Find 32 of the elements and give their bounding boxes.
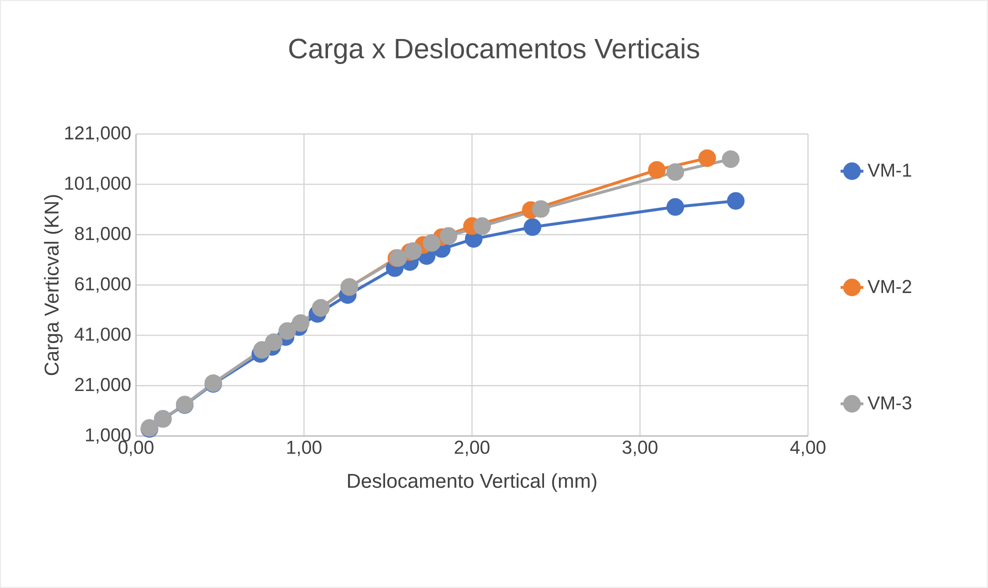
- legend-label: VM-3: [868, 396, 912, 410]
- chart-title: Carga x Deslocamentos Verticais: [289, 38, 700, 64]
- point: [278, 322, 296, 340]
- point: [722, 150, 740, 168]
- point: [532, 200, 550, 218]
- x-tick-label: 4,00: [790, 440, 826, 456]
- point: [666, 163, 684, 181]
- point: [264, 333, 283, 351]
- x-tick-label: 2,00: [454, 440, 490, 456]
- point: [292, 314, 310, 332]
- point: [648, 161, 666, 179]
- point: [253, 341, 271, 359]
- y-tick-label: 61,000: [75, 277, 131, 293]
- legend-label: VM-2: [868, 280, 912, 293]
- point: [524, 218, 542, 236]
- point: [440, 227, 458, 245]
- x-tick-label: 1,00: [287, 440, 322, 456]
- y-tick-label: 121,000: [65, 126, 131, 142]
- y-tick-label: 81,000: [75, 226, 131, 242]
- x-tick-label: 3,00: [622, 440, 658, 456]
- point: [698, 149, 716, 167]
- y-axis-title: Carga Verticval (KN): [44, 195, 63, 376]
- point: [726, 192, 745, 210]
- y-tick-label: 21,000: [75, 378, 131, 394]
- y-tick-label: 101,000: [65, 176, 131, 192]
- point: [473, 217, 491, 235]
- y-tick-label: 41,000: [74, 328, 131, 344]
- point: [404, 242, 422, 260]
- point: [422, 234, 440, 252]
- legend-label: VM-1: [868, 164, 912, 177]
- x-axis-title: Deslocamento Vertical (mm): [348, 473, 596, 492]
- point: [666, 198, 684, 216]
